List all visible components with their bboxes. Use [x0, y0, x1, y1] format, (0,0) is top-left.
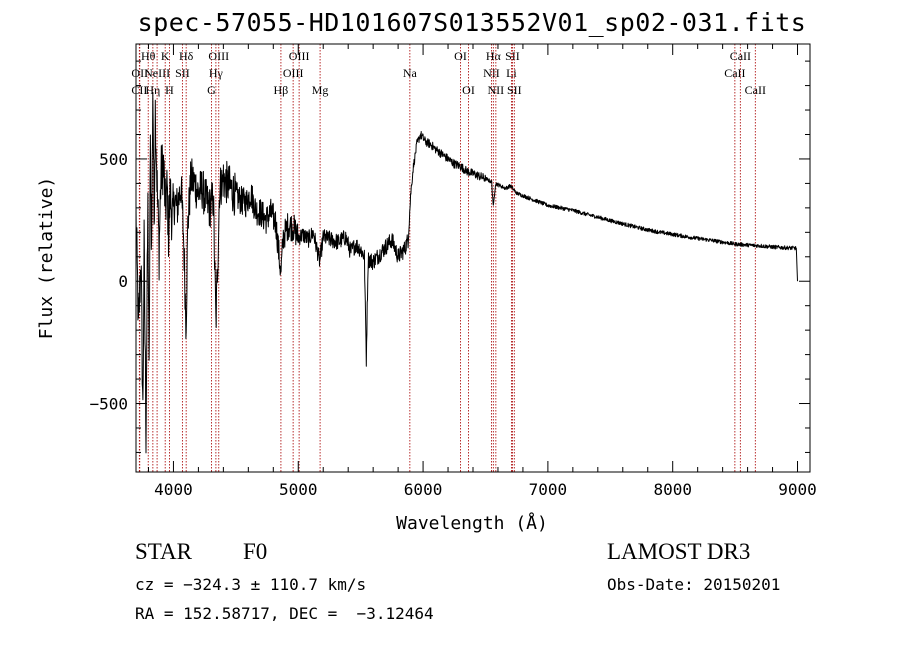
- line-marker-layer: CIIOIIHθHηNeIIIKHSIIHδGHγOIIIHβOIIIOIIIM…: [131, 44, 766, 472]
- line-marker-label-16: Na: [403, 66, 418, 80]
- line-marker-label-8: Hδ: [179, 49, 194, 63]
- spectrum-layer: [135, 92, 798, 454]
- line-marker-label-9: G: [207, 83, 216, 97]
- line-marker-label-21: NII: [488, 83, 505, 97]
- line-marker-label-15: Mg: [312, 83, 329, 97]
- line-marker-label-27: CaII: [745, 83, 766, 97]
- axes-layer: 4000 5000 6000 7000 8000 9000 −500 0 500: [89, 43, 817, 499]
- line-marker-label-2: Hθ: [141, 49, 156, 63]
- y-axis-label: Flux (relative): [36, 177, 57, 340]
- spectrum-line: [135, 92, 798, 454]
- line-marker-label-6: H: [165, 83, 174, 97]
- line-marker-label-17: OI: [454, 49, 467, 63]
- line-marker-label-7: SII: [175, 66, 190, 80]
- line-marker-label-11: OIII: [208, 49, 229, 63]
- line-marker-label-25: CaII: [724, 66, 745, 80]
- line-marker-label-14: OIII: [289, 49, 310, 63]
- x-tick-label-6000: 6000: [404, 480, 443, 499]
- x-tick-label-8000: 8000: [653, 480, 692, 499]
- y-tick-label-0: 0: [118, 272, 128, 291]
- subclass-label: F0: [243, 539, 268, 564]
- redshift-text: cz = −324.3 ± 110.7 km/s: [135, 575, 367, 594]
- line-marker-label-23: SII: [505, 49, 520, 63]
- x-tick-label-5000: 5000: [279, 480, 318, 499]
- line-marker-label-26: CaII: [730, 49, 751, 63]
- line-marker-label-12: Hβ: [274, 83, 289, 97]
- chart-title: spec-57055-HD101607S013552V01_sp02-031.f…: [137, 8, 807, 37]
- line-marker-label-5: K: [161, 49, 170, 63]
- line-marker-label-19: NII: [483, 66, 500, 80]
- line-marker-label-4: NeIII: [144, 66, 170, 80]
- line-marker-label-22: Li: [506, 66, 517, 80]
- y-tick-label-500: 500: [99, 150, 128, 169]
- line-marker-label-20: Hα: [486, 49, 502, 63]
- line-marker-label-13: OIII: [283, 66, 304, 80]
- obsdate-text: Obs-Date: 20150201: [607, 575, 781, 594]
- x-tick-label-9000: 9000: [778, 480, 817, 499]
- plot-frame: [135, 43, 811, 473]
- line-marker-label-18: OI: [462, 83, 475, 97]
- y-tick-label--500: −500: [89, 395, 128, 414]
- survey-label: LAMOST DR3: [607, 539, 751, 564]
- x-tick-label-4000: 4000: [154, 480, 193, 499]
- line-marker-label-10: Hγ: [209, 66, 224, 80]
- class-label: STAR: [135, 539, 192, 564]
- coords-text: RA = 152.58717, DEC = −3.12464: [135, 604, 434, 623]
- line-marker-label-3: Hη: [145, 83, 160, 97]
- x-tick-label-7000: 7000: [529, 480, 568, 499]
- line-marker-label-24: SII: [507, 83, 522, 97]
- x-axis-label: Wavelength (Å): [396, 512, 548, 534]
